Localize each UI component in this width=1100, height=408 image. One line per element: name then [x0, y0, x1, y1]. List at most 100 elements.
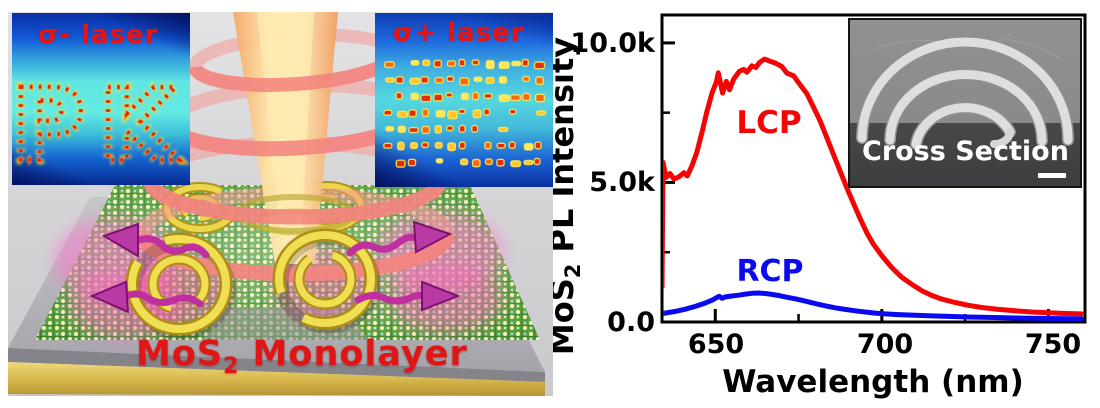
heatmap-dot — [445, 125, 454, 132]
heatmap-dot — [435, 158, 444, 164]
heatmap-dot — [407, 158, 417, 167]
heatmap-dot — [420, 76, 429, 84]
gold-base-layer — [8, 362, 545, 396]
heatmap-dot — [523, 142, 534, 151]
x-tick-label-700: 700 — [857, 329, 913, 360]
heatmap-dot — [408, 126, 420, 134]
heatmap-dot — [397, 125, 406, 133]
heatmap-sigma-plus: σ+ laser — [375, 13, 553, 187]
gold-ring-front-left — [125, 232, 236, 340]
scale-bar — [1038, 173, 1066, 178]
rcp-label: RCP — [736, 254, 803, 289]
heatmap-dot — [458, 141, 466, 150]
heatmap-dot — [521, 58, 529, 67]
heatmap-dot — [485, 59, 495, 70]
emission-arrow-left-bottom — [89, 280, 204, 314]
emission-arrows — [89, 220, 461, 314]
heatmap-dot — [496, 158, 505, 167]
heatmap-dot — [535, 110, 547, 116]
heatmap-dot — [533, 61, 546, 70]
heatmap-dot-grid — [383, 58, 547, 168]
heatmap-dot — [408, 109, 417, 118]
cross-section-label: Cross Section — [862, 136, 1069, 167]
heatmap-dot — [471, 158, 481, 168]
heatmap-dot — [434, 76, 445, 84]
heatmap-dot — [383, 109, 393, 116]
heatmap-dot — [457, 108, 466, 115]
heatmap-dot — [535, 76, 545, 86]
heatmap-dots-canvas — [383, 58, 547, 168]
mos2-label-rest: Monolayer — [239, 334, 468, 374]
y-axis-label-main: MoS — [553, 278, 581, 355]
mos2-label-main: MoS — [136, 334, 224, 374]
x-axis-label: Wavelength (nm) — [722, 364, 1024, 400]
heatmap-dot — [471, 124, 479, 133]
heatmap-dot — [523, 159, 534, 166]
heatmap-dot — [435, 109, 446, 118]
heatmap-dot — [385, 125, 395, 132]
heatmap-dot — [458, 124, 466, 133]
heatmap-dot — [485, 76, 495, 85]
heatmap-letters-mid: PK — [12, 67, 190, 184]
y-tick-label-10k: 10.0k — [570, 28, 656, 59]
heatmap-dot — [445, 92, 454, 98]
heatmap-dot — [459, 158, 469, 166]
heatmap-dot — [508, 141, 516, 150]
y-axis-label: MoS2 PL Intensity — [553, 37, 585, 355]
heatmap-dot — [421, 108, 430, 117]
illustration-canvas — [8, 12, 545, 396]
heatmap-dot — [383, 61, 396, 69]
sem-image — [856, 36, 1075, 150]
heatmap-dot — [446, 60, 457, 67]
heatmap-dot — [422, 59, 431, 67]
heatmap-dot — [483, 108, 491, 116]
heatmap-dot — [496, 142, 506, 149]
heatmap-dot — [473, 76, 483, 83]
heatmap-dot — [395, 159, 406, 168]
heatmap-dot — [460, 92, 470, 101]
heatmap-dot — [471, 91, 480, 101]
heatmap-dot — [508, 108, 517, 115]
y-tick-label-5k: 5.0k — [589, 167, 656, 198]
x-tick-label-750: 750 — [1025, 329, 1081, 360]
emission-arrow-right-bottom — [354, 280, 461, 312]
heatmap-letters-pk: PK — [12, 67, 190, 184]
heatmap-sigma-minus: PK PK PK σ- laser — [12, 13, 190, 185]
heatmap-dot — [447, 142, 457, 152]
mos2-monolayer-label: MoS2 Monolayer — [136, 334, 468, 379]
heatmap-dot — [509, 94, 521, 102]
gold-ring-front-right — [272, 228, 381, 334]
sigma-plus-label: σ+ laser — [393, 18, 525, 48]
heatmap-dot — [510, 160, 522, 168]
heatmap-dot — [446, 75, 455, 83]
lcp-label: LCP — [736, 105, 801, 141]
heatmap-dot — [472, 109, 482, 119]
heatmap-dot — [395, 91, 403, 100]
heatmap-dot — [410, 92, 420, 101]
heatmap-dot — [483, 92, 493, 99]
heatmap-dot — [420, 94, 432, 103]
heatmap-dot — [510, 60, 522, 67]
y-axis-label-sub: 2 — [561, 264, 585, 279]
heatmap-dot — [484, 141, 492, 150]
heatmap-dot — [433, 59, 443, 68]
heatmap-dot — [410, 60, 420, 66]
emission-arrow-left-top — [101, 222, 210, 259]
heatmap-dot — [384, 77, 396, 83]
heatmap-dot — [534, 93, 546, 103]
heatmap-dot — [497, 126, 509, 133]
heatmap-dot — [471, 59, 480, 66]
sigma-minus-label: σ- laser — [38, 20, 159, 50]
heatmap-dot — [396, 110, 409, 118]
lcp-curve — [663, 56, 1084, 317]
y-axis-label-rest: PL Intensity — [553, 37, 581, 264]
heatmap-dot — [433, 93, 444, 102]
heatmap-dot — [498, 61, 510, 70]
heatmap-dot — [397, 141, 405, 151]
heatmap-dot — [533, 157, 541, 166]
rcp-curve — [663, 290, 1084, 321]
heatmap-dot — [421, 141, 430, 149]
heatmap-dot — [409, 77, 421, 85]
heatmap-dot — [395, 76, 405, 84]
